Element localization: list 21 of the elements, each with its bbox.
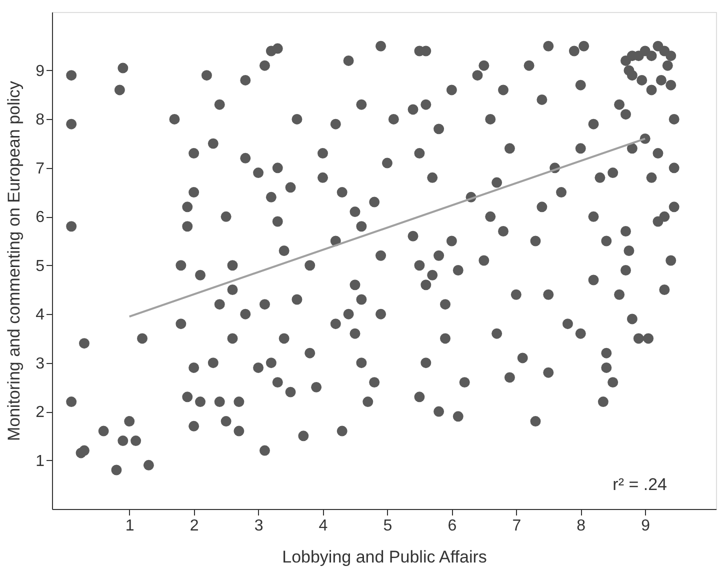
y-tick-label: 3 bbox=[36, 355, 45, 372]
x-tick-label: 3 bbox=[254, 518, 264, 534]
x-tick-label: 1 bbox=[125, 518, 134, 534]
y-tick-label: 2 bbox=[36, 404, 45, 422]
x-tick-label: 8 bbox=[576, 518, 586, 534]
y-tick-label: 8 bbox=[36, 112, 45, 129]
y-tick-label: 7 bbox=[36, 160, 45, 178]
annotation: r² = .24 bbox=[612, 475, 667, 494]
y-tick-label: 9 bbox=[36, 62, 45, 80]
y-tick-label: 1 bbox=[36, 452, 45, 470]
x-tick-label: 6 bbox=[448, 518, 457, 534]
x-tick-label: 5 bbox=[383, 518, 392, 534]
y-tick-label: 6 bbox=[36, 209, 45, 226]
x-tick-label: 2 bbox=[190, 518, 199, 534]
y-tick-label: 5 bbox=[36, 258, 45, 275]
x-tick-label: 7 bbox=[512, 518, 522, 534]
y-tick-label: 4 bbox=[36, 306, 45, 324]
x-tick-label: 4 bbox=[318, 518, 328, 534]
x-axis-title: Lobbying and Public Affairs bbox=[282, 548, 487, 566]
x-tick-label: 9 bbox=[641, 518, 650, 534]
y-axis-title: Monitoring and commenting on European policy bbox=[4, 80, 24, 442]
